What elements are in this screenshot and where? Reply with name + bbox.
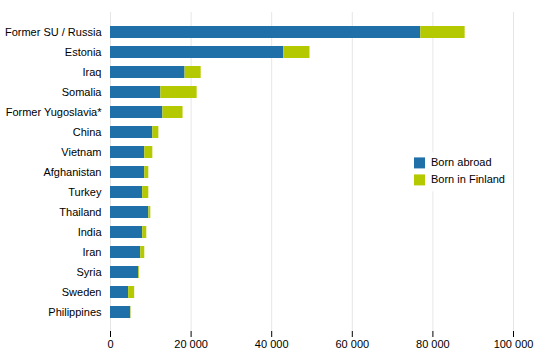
- svg-text:40 000: 40 000: [255, 338, 289, 350]
- svg-text:Former Yugoslavia*: Former Yugoslavia*: [6, 106, 103, 118]
- svg-text:Turkey: Turkey: [68, 186, 102, 198]
- svg-text:Sweden: Sweden: [62, 286, 102, 298]
- html-text:Born abroad: Born abroad: [431, 155, 492, 168]
- svg-text:China: China: [73, 126, 103, 138]
- html-text:Born in Finland: Born in Finland: [431, 173, 505, 186]
- svg-text:Philippines: Philippines: [48, 306, 102, 318]
- svg-text:Syria: Syria: [76, 266, 102, 278]
- svg-text:100 000: 100 000: [494, 338, 534, 350]
- svg-text:Former SU / Russia: Former SU / Russia: [5, 26, 102, 38]
- svg-text:Estonia: Estonia: [65, 46, 103, 58]
- svg-text:Thailand: Thailand: [59, 206, 101, 218]
- svg-text:India: India: [78, 226, 103, 238]
- svg-text:Afghanistan: Afghanistan: [43, 166, 101, 178]
- svg-text:Iraq: Iraq: [83, 66, 102, 78]
- svg-text:Vietnam: Vietnam: [61, 146, 101, 158]
- svg-text:Somalia: Somalia: [62, 86, 103, 98]
- svg-text:80 000: 80 000: [416, 338, 450, 350]
- svg-text:Iran: Iran: [83, 246, 102, 258]
- svg-text:0: 0: [107, 338, 113, 350]
- svg-text:20 000: 20 000: [174, 338, 208, 350]
- svg-text:60 000: 60 000: [335, 338, 369, 350]
